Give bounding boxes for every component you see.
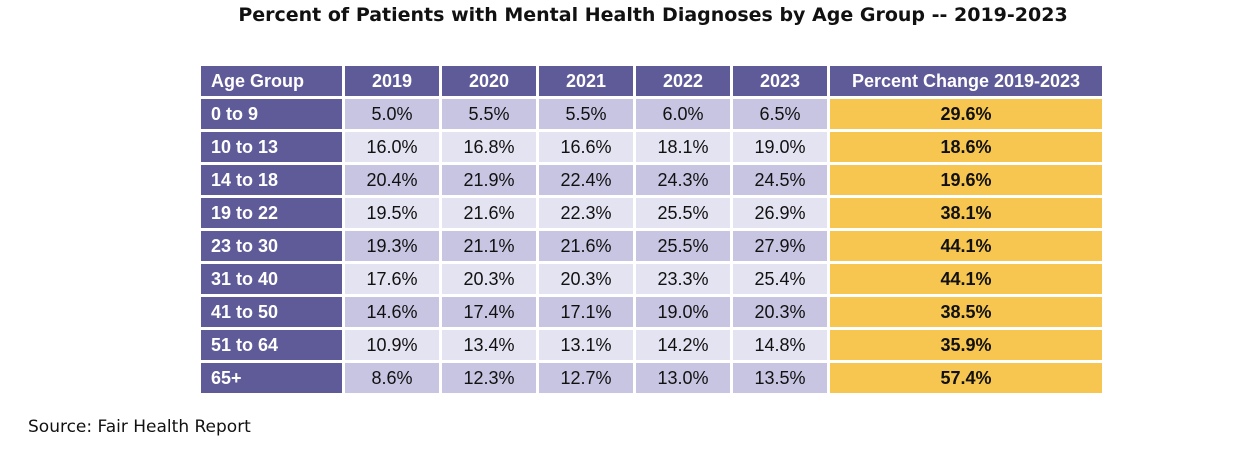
cell-age-group: 65+ — [201, 363, 342, 393]
cell-2022: 6.0% — [636, 99, 730, 129]
cell-2021: 20.3% — [539, 264, 633, 294]
cell-2021: 22.3% — [539, 198, 633, 228]
cell-2019: 19.5% — [345, 198, 439, 228]
column-header-2021: 2021 — [539, 66, 633, 96]
cell-2019: 10.9% — [345, 330, 439, 360]
cell-2021: 16.6% — [539, 132, 633, 162]
cell-age-group: 14 to 18 — [201, 165, 342, 195]
cell-percent-change: 18.6% — [830, 132, 1102, 162]
cell-percent-change: 38.1% — [830, 198, 1102, 228]
cell-2022: 23.3% — [636, 264, 730, 294]
table-body: 0 to 9 5.0% 5.5% 5.5% 6.0% 6.5% 29.6% 10 to 13 1… — [201, 99, 1102, 393]
cell-2023: 27.9% — [733, 231, 827, 261]
column-header-percent-change: Percent Change 2019-2023 — [830, 66, 1102, 96]
cell-2021: 13.1% — [539, 330, 633, 360]
cell-2020: 21.1% — [442, 231, 536, 261]
cell-2023: 26.9% — [733, 198, 827, 228]
cell-2023: 25.4% — [733, 264, 827, 294]
cell-2020: 12.3% — [442, 363, 536, 393]
table-row: 65+ 8.6% 12.3% 12.7% 13.0% 13.5% 57.4% — [201, 363, 1102, 393]
cell-2019: 17.6% — [345, 264, 439, 294]
cell-2023: 19.0% — [733, 132, 827, 162]
cell-2023: 14.8% — [733, 330, 827, 360]
table-row: 14 to 18 20.4% 21.9% 22.4% 24.3% 24.5% 19.6% — [201, 165, 1102, 195]
chart-title: Percent of Patients with Mental Health D… — [238, 4, 1068, 26]
cell-percent-change: 44.1% — [830, 231, 1102, 261]
cell-age-group: 23 to 30 — [201, 231, 342, 261]
column-header-2022: 2022 — [636, 66, 730, 96]
cell-2020: 21.9% — [442, 165, 536, 195]
cell-2023: 20.3% — [733, 297, 827, 327]
table-row: 0 to 9 5.0% 5.5% 5.5% 6.0% 6.5% 29.6% — [201, 99, 1102, 129]
cell-2022: 18.1% — [636, 132, 730, 162]
column-header-2019: 2019 — [345, 66, 439, 96]
cell-2022: 14.2% — [636, 330, 730, 360]
data-table: Age Group 2019 2020 2021 2022 2023 Perce… — [198, 63, 1105, 396]
cell-2020: 5.5% — [442, 99, 536, 129]
column-header-2023: 2023 — [733, 66, 827, 96]
cell-2020: 20.3% — [442, 264, 536, 294]
cell-2019: 16.0% — [345, 132, 439, 162]
cell-2021: 17.1% — [539, 297, 633, 327]
cell-age-group: 19 to 22 — [201, 198, 342, 228]
cell-2020: 21.6% — [442, 198, 536, 228]
table-row: 31 to 40 17.6% 20.3% 20.3% 23.3% 25.4% 44.1% — [201, 264, 1102, 294]
cell-2022: 24.3% — [636, 165, 730, 195]
cell-2020: 16.8% — [442, 132, 536, 162]
table-row: 19 to 22 19.5% 21.6% 22.3% 25.5% 26.9% 38.1% — [201, 198, 1102, 228]
cell-2021: 21.6% — [539, 231, 633, 261]
cell-2022: 13.0% — [636, 363, 730, 393]
cell-2020: 17.4% — [442, 297, 536, 327]
cell-2019: 20.4% — [345, 165, 439, 195]
header-row: Age Group 2019 2020 2021 2022 2023 Perce… — [201, 66, 1102, 96]
cell-percent-change: 44.1% — [830, 264, 1102, 294]
table-row: 10 to 13 16.0% 16.8% 16.6% 18.1% 19.0% 18.6% — [201, 132, 1102, 162]
cell-2021: 22.4% — [539, 165, 633, 195]
cell-age-group: 0 to 9 — [201, 99, 342, 129]
cell-percent-change: 29.6% — [830, 99, 1102, 129]
cell-2022: 25.5% — [636, 231, 730, 261]
cell-2021: 5.5% — [539, 99, 633, 129]
cell-percent-change: 19.6% — [830, 165, 1102, 195]
cell-2019: 14.6% — [345, 297, 439, 327]
table-row: 23 to 30 19.3% 21.1% 21.6% 25.5% 27.9% 44.1% — [201, 231, 1102, 261]
cell-2023: 13.5% — [733, 363, 827, 393]
table-row: 51 to 64 10.9% 13.4% 13.1% 14.2% 14.8% 35.9% — [201, 330, 1102, 360]
cell-2021: 12.7% — [539, 363, 633, 393]
cell-2022: 19.0% — [636, 297, 730, 327]
cell-2023: 24.5% — [733, 165, 827, 195]
cell-percent-change: 35.9% — [830, 330, 1102, 360]
table-row: 41 to 50 14.6% 17.4% 17.1% 19.0% 20.3% 38.5% — [201, 297, 1102, 327]
cell-2019: 19.3% — [345, 231, 439, 261]
cell-2022: 25.5% — [636, 198, 730, 228]
cell-age-group: 51 to 64 — [201, 330, 342, 360]
column-header-age-group: Age Group — [201, 66, 342, 96]
column-header-2020: 2020 — [442, 66, 536, 96]
cell-2020: 13.4% — [442, 330, 536, 360]
cell-age-group: 31 to 40 — [201, 264, 342, 294]
cell-percent-change: 57.4% — [830, 363, 1102, 393]
cell-2023: 6.5% — [733, 99, 827, 129]
cell-percent-change: 38.5% — [830, 297, 1102, 327]
cell-age-group: 41 to 50 — [201, 297, 342, 327]
cell-2019: 8.6% — [345, 363, 439, 393]
cell-age-group: 10 to 13 — [201, 132, 342, 162]
source-note: Source: Fair Health Report — [28, 417, 251, 437]
cell-2019: 5.0% — [345, 99, 439, 129]
